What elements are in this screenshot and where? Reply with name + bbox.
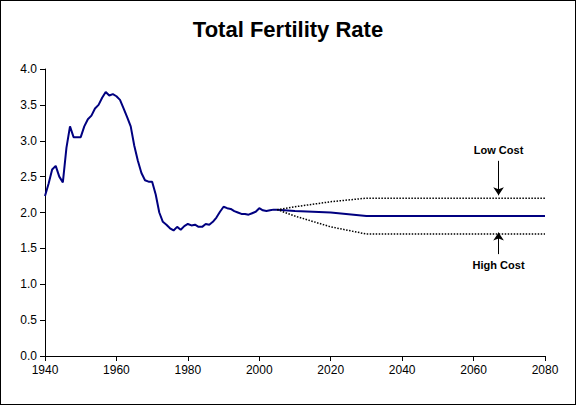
svg-text:1.0: 1.0	[20, 277, 37, 291]
svg-text:4.0: 4.0	[20, 62, 37, 76]
svg-text:3.0: 3.0	[20, 134, 37, 148]
svg-text:2080: 2080	[532, 363, 559, 377]
svg-text:2020: 2020	[317, 363, 344, 377]
svg-text:High Cost: High Cost	[473, 259, 525, 271]
svg-text:1940: 1940	[32, 363, 59, 377]
svg-text:0.0: 0.0	[20, 349, 37, 363]
svg-text:2.0: 2.0	[20, 206, 37, 220]
svg-text:0.5: 0.5	[20, 313, 37, 327]
svg-text:2060: 2060	[460, 363, 487, 377]
svg-text:2040: 2040	[389, 363, 416, 377]
svg-text:1980: 1980	[175, 363, 202, 377]
svg-text:1960: 1960	[103, 363, 130, 377]
svg-text:1.5: 1.5	[20, 241, 37, 255]
svg-text:Total Fertility Rate: Total Fertility Rate	[193, 17, 383, 42]
svg-text:2000: 2000	[246, 363, 273, 377]
svg-text:2.5: 2.5	[20, 170, 37, 184]
svg-text:Low Cost: Low Cost	[474, 144, 524, 156]
svg-text:3.5: 3.5	[20, 98, 37, 112]
